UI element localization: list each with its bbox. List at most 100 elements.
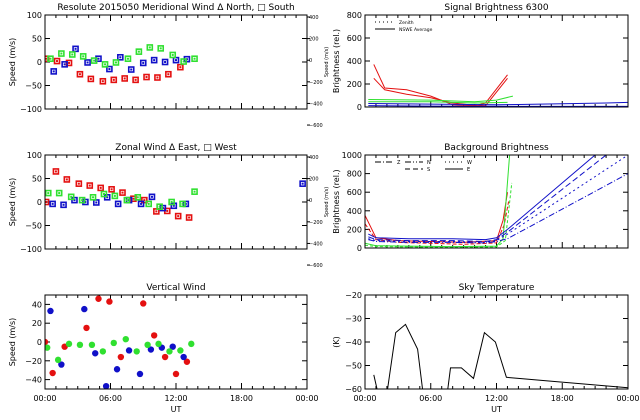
y-tick-label: 200 [347, 225, 362, 234]
data-point-core [147, 202, 150, 205]
y-tick-label: −20 [25, 357, 42, 366]
signal-chart: Signal Brightness 6300 Brightness (rel.) 8… [332, 3, 629, 112]
data-point-green [67, 193, 75, 201]
data-point-blue [127, 66, 135, 73]
data-point-core [179, 66, 182, 69]
y-tick-label: 600 [347, 188, 362, 197]
data-point-blue [81, 305, 88, 313]
chart-title: Signal Brightness 6300 [444, 3, 548, 13]
data-point-red [183, 358, 191, 365]
data-point-core [51, 202, 54, 205]
y-tick-label: −50 [25, 82, 42, 91]
data-point-core [77, 182, 80, 185]
data-point-red [161, 353, 169, 361]
data-point-core [126, 57, 129, 60]
data-point-green [45, 189, 52, 197]
data-point-red [63, 176, 71, 183]
plot-frame [364, 154, 629, 249]
y2-tick-label: −400 [309, 241, 323, 247]
data-point-blue [180, 353, 187, 361]
data-point-core [193, 57, 196, 60]
data-point-green [65, 340, 73, 348]
data-point-core [113, 194, 116, 197]
data-point-core [45, 201, 48, 203]
series-line-blue-avg [368, 105, 628, 107]
data-point-green [45, 344, 51, 351]
data-point-green [191, 55, 198, 63]
data-point-core [150, 195, 153, 198]
data-point-core [130, 68, 133, 71]
y-tick-label: 20 [32, 319, 42, 328]
data-point-blue [137, 200, 145, 208]
data-point-core [93, 59, 96, 62]
bg-chart: Background Brightness Brightness (rel.)10… [332, 143, 629, 253]
y-tick-label: −40 [25, 376, 42, 385]
data-point-core [137, 50, 140, 53]
zonal-chart: Zonal Wind Δ East, □ West Speed (m/s) 100 5… [8, 143, 330, 269]
x-tick-label: 00:00 [353, 394, 376, 403]
data-point-core [74, 47, 77, 50]
x-axis-label: UT [171, 405, 182, 414]
data-point-core [65, 178, 68, 181]
y2-tick-label: 400 [309, 155, 319, 161]
data-point-blue [49, 200, 56, 208]
legend-label: W [467, 160, 472, 166]
data-point-core [78, 73, 81, 76]
y-tick-label: 0 [37, 198, 42, 207]
data-point-red [86, 182, 94, 189]
plot-area [373, 323, 628, 389]
data-point-blue [60, 201, 67, 209]
data-point-blue [299, 180, 306, 187]
data-point-red [76, 70, 84, 78]
data-point-core [145, 76, 148, 79]
data-point-red [119, 189, 126, 196]
data-point-red [87, 75, 95, 83]
data-point-core [112, 78, 115, 81]
data-point-green [146, 44, 154, 51]
data-point-green [157, 45, 165, 52]
data-point-core [125, 199, 128, 202]
data-point-blue [114, 200, 122, 208]
data-point-green [101, 61, 109, 68]
x-tick-label: 18:00 [551, 394, 574, 403]
y-tick-label: 0 [37, 58, 42, 67]
data-point-green [100, 190, 108, 198]
vert-chart: Vertical Wind Speed (m/s) 40 20 0 −20 −40 00:00… [8, 283, 319, 414]
data-point-red [49, 369, 56, 377]
data-point-green [188, 340, 195, 348]
data-point-green [168, 198, 175, 206]
series-line-green-zenith [368, 95, 514, 103]
series-line-green-2 [365, 182, 513, 248]
data-point-green [191, 188, 198, 195]
data-point-core [182, 60, 185, 63]
data-point-green [112, 59, 120, 66]
y-tick-label: 100 [27, 151, 42, 160]
data-point-red [97, 184, 104, 192]
series-line-blue-zenith [368, 101, 628, 106]
series-line-blue-1 [368, 155, 596, 241]
data-point-green [79, 53, 87, 60]
y-tick-label: −20 [345, 291, 362, 300]
data-point-red [143, 73, 150, 81]
x-tick-label: 06:00 [419, 394, 442, 403]
data-point-core [148, 46, 151, 49]
data-point-red [132, 76, 139, 84]
data-point-green [78, 196, 86, 204]
data-point-green [68, 51, 76, 58]
data-point-red [150, 332, 158, 339]
data-point-core [92, 196, 95, 199]
data-point-green [89, 194, 97, 201]
y2-tick-label: −600 [309, 123, 323, 129]
data-point-blue [136, 370, 144, 378]
data-point-red [185, 214, 193, 221]
data-point-blue [148, 193, 156, 201]
data-point-core [166, 209, 169, 212]
data-point-blue [117, 53, 124, 61]
data-point-core [171, 53, 174, 56]
x-axis-label: UT [491, 405, 502, 414]
y2-tick-label: −600 [309, 263, 323, 269]
y-tick-label: 100 [27, 11, 42, 20]
data-point-core [156, 76, 159, 79]
data-point-core [140, 202, 143, 205]
y-tick-label: 1000 [342, 151, 362, 160]
